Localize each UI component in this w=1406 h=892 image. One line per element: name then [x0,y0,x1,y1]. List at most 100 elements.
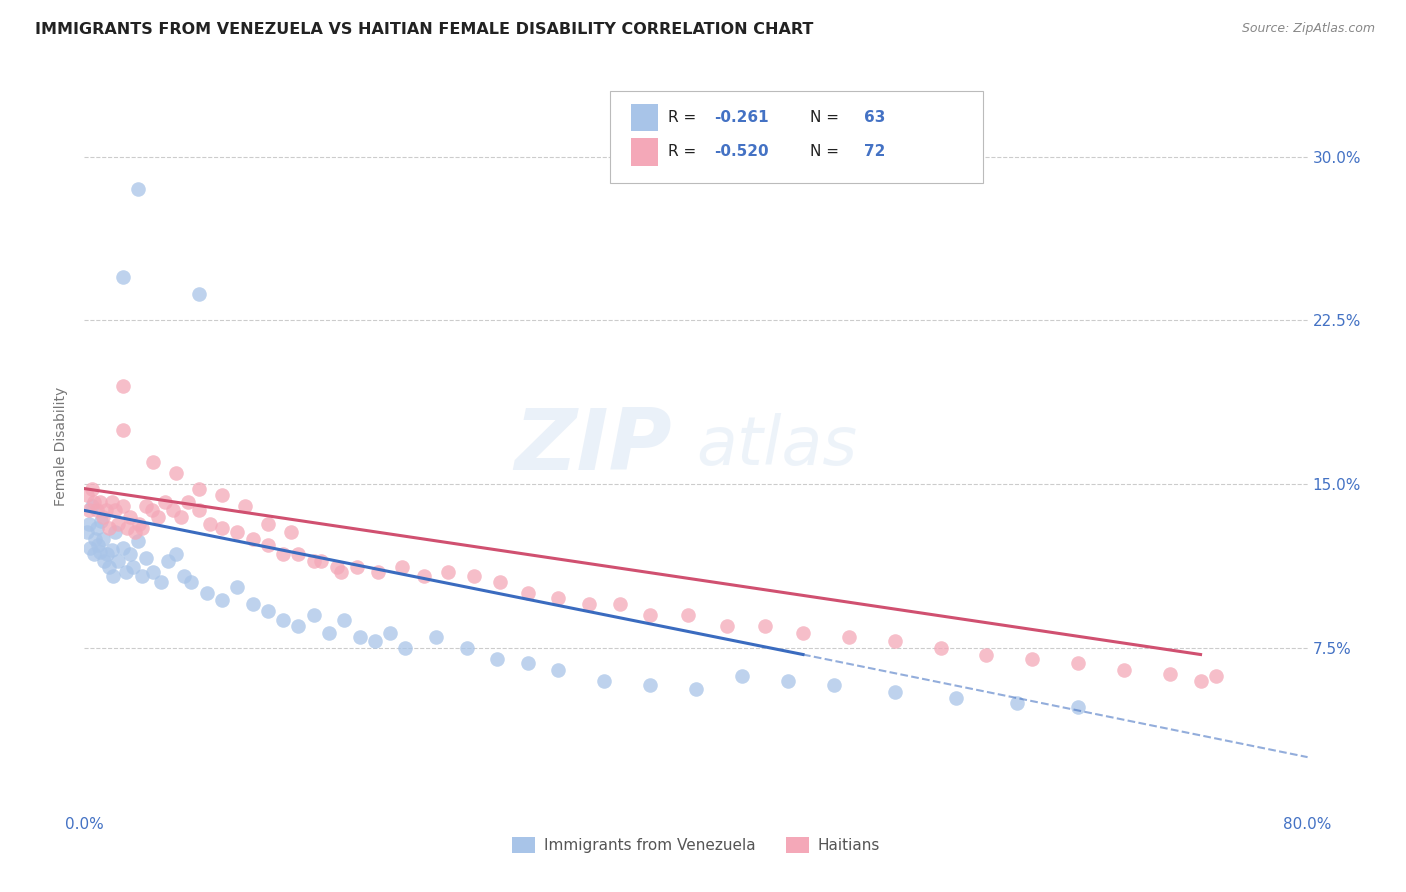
Point [425,630,447,644]
Point [287,619,309,633]
Point [883,634,905,648]
Point [155,494,177,508]
Point [271,547,294,561]
Point [89,494,111,508]
Point [149,575,172,590]
Point [330,565,353,579]
Point [128,516,150,531]
Point [486,652,509,666]
Point [211,488,233,502]
Point [89,545,111,559]
Point [86,521,108,535]
Point [489,575,512,590]
Text: R =: R = [668,145,702,160]
Point [76,488,98,502]
Point [516,657,538,671]
Point [104,503,127,517]
Point [976,648,998,662]
Point [776,673,799,688]
Point [346,560,368,574]
Point [135,499,157,513]
Point [456,640,478,655]
Point [93,554,115,568]
Point [96,547,118,561]
Point [226,580,249,594]
Point [83,547,105,561]
Point [287,547,309,561]
Point [716,619,738,633]
Text: Source: ZipAtlas.com: Source: ZipAtlas.com [1241,22,1375,36]
Point [127,533,149,548]
Point [115,521,138,535]
Point [211,521,233,535]
Point [165,467,187,481]
Point [111,379,134,393]
Point [111,269,134,284]
Point [1114,663,1136,677]
Point [142,455,165,469]
Point [391,560,413,574]
Point [242,532,264,546]
Point [114,565,136,579]
Point [83,494,105,508]
Text: IMMIGRANTS FROM VENEZUELA VS HAITIAN FEMALE DISABILITY CORRELATION CHART: IMMIGRANTS FROM VENEZUELA VS HAITIAN FEM… [35,22,814,37]
Point [233,499,256,513]
Text: -0.261: -0.261 [714,110,769,125]
Point [883,684,905,698]
Point [257,604,280,618]
Point [94,503,117,517]
Point [97,560,120,574]
Text: ZIP: ZIP [513,404,672,488]
Text: 72: 72 [863,145,884,160]
Bar [631,138,658,166]
Point [242,597,264,611]
Point [157,554,180,568]
Point [678,608,700,623]
Point [90,514,112,528]
Point [394,640,416,655]
Point [77,503,100,517]
Point [195,586,218,600]
Point [271,613,294,627]
Point [638,678,661,692]
Point [79,541,101,555]
Point [87,538,110,552]
Point [97,521,120,535]
Point [1205,669,1227,683]
Point [349,630,371,644]
Point [257,516,280,531]
Point [1005,696,1028,710]
Text: R =: R = [668,110,702,125]
Point [792,625,814,640]
Point [929,640,952,655]
Point [103,569,125,583]
Point [107,516,129,531]
Point [1159,667,1181,681]
Text: N =: N = [810,145,844,160]
Point [188,482,211,496]
Point [77,516,100,531]
Point [547,591,569,605]
Point [111,423,134,437]
Point [180,575,202,590]
Point [302,608,325,623]
Point [142,565,165,579]
Point [76,525,98,540]
Point [188,503,211,517]
Point [101,542,124,557]
Point [162,503,184,517]
Point [170,510,193,524]
Point [120,547,142,561]
Point [107,554,129,568]
FancyBboxPatch shape [610,91,983,183]
Point [516,586,538,600]
Text: 63: 63 [863,110,884,125]
Point [437,565,460,579]
Text: N =: N = [810,110,844,125]
Point [84,532,107,546]
Point [311,554,333,568]
Point [838,630,860,644]
Legend: Immigrants from Venezuela, Haitians: Immigrants from Venezuela, Haitians [506,830,886,859]
Point [593,673,616,688]
Point [1021,652,1043,666]
